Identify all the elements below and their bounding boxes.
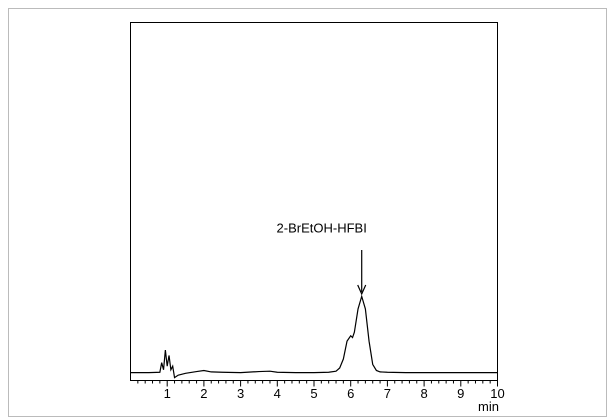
x-tick-label: 8 (420, 386, 427, 401)
outer-frame (8, 8, 607, 417)
x-tick-label: 5 (310, 386, 317, 401)
x-tick-label: 10 (490, 386, 504, 401)
annotation-arrowhead (357, 284, 367, 296)
x-tick-label: 4 (274, 386, 281, 401)
x-tick-label: 6 (347, 386, 354, 401)
x-tick-label: 9 (457, 386, 464, 401)
x-tick-label: 1 (164, 386, 171, 401)
chromatogram-trace (130, 294, 498, 379)
x-axis-label: min (478, 399, 499, 414)
x-tick-label: 7 (384, 386, 391, 401)
x-tick-label: 3 (237, 386, 244, 401)
annotation: 2-BrEtOH-HFBI (277, 220, 367, 235)
x-tick-label: 2 (200, 386, 207, 401)
plot-frame (130, 22, 498, 381)
